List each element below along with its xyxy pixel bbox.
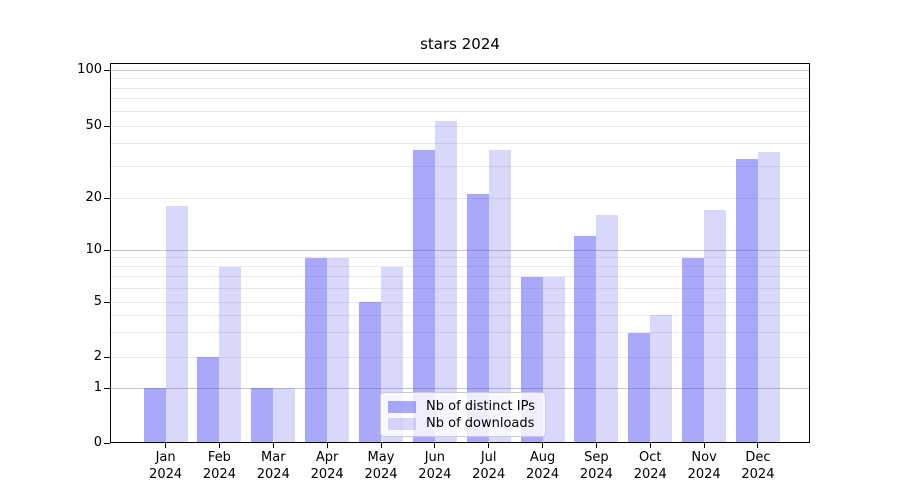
x-tick-mark — [326, 443, 328, 448]
x-tick-label: Jun 2024 — [418, 450, 452, 482]
plot-frame — [110, 63, 810, 443]
x-tick-label: Aug 2024 — [526, 450, 560, 482]
bar-downloads-oct — [650, 315, 673, 443]
bar-distinct-ips-nov — [682, 257, 705, 443]
y-tick-mark — [104, 249, 110, 251]
y-tick-label: 10 — [85, 242, 102, 257]
legend-item-downloads: Nb of downloads — [388, 416, 537, 431]
x-tick-mark — [272, 443, 274, 448]
y-tick-label: 2 — [93, 349, 102, 364]
minor-gridline — [111, 257, 809, 259]
bar-distinct-ips-feb — [197, 357, 220, 443]
minor-gridline — [111, 276, 809, 278]
minor-gridline — [111, 301, 809, 303]
bar-distinct-ips-jul — [466, 194, 489, 443]
x-tick-mark — [434, 443, 436, 448]
minor-gridline — [111, 125, 809, 127]
bar-downloads-apr — [327, 257, 350, 443]
bar-downloads-dec — [757, 151, 780, 443]
bar-downloads-sep — [596, 214, 619, 443]
y-tick-mark — [104, 387, 110, 389]
bar-distinct-ips-mar — [251, 388, 274, 443]
x-tick-mark — [595, 443, 597, 448]
bar-downloads-jul — [488, 149, 511, 443]
y-tick-label: 5 — [93, 294, 102, 309]
bar-downloads-jun — [434, 121, 457, 443]
minor-gridline — [111, 266, 809, 268]
x-tick-label: Feb 2024 — [202, 450, 236, 482]
x-tick-mark — [649, 443, 651, 448]
x-tick-label: Sep 2024 — [579, 450, 613, 482]
legend-swatch-distinct-ips — [388, 400, 416, 413]
minor-gridline — [111, 197, 809, 199]
bar-downloads-jan — [165, 205, 188, 443]
bar-distinct-ips-sep — [574, 236, 597, 443]
x-tick-label: Jul 2024 — [472, 450, 506, 482]
x-tick-mark — [542, 443, 544, 448]
bar-distinct-ips-jun — [412, 149, 435, 443]
minor-gridline — [111, 143, 809, 145]
legend-label-downloads: Nb of downloads — [426, 416, 535, 431]
x-tick-label: Oct 2024 — [633, 450, 667, 482]
y-tick-mark — [104, 356, 110, 358]
x-tick-label: Jan 2024 — [149, 450, 183, 482]
x-tick-label: Apr 2024 — [310, 450, 344, 482]
bar-distinct-ips-jan — [143, 388, 166, 443]
bar-downloads-mar — [273, 388, 296, 443]
minor-gridline — [111, 78, 809, 79]
minor-gridline — [111, 98, 809, 100]
minor-gridline — [111, 165, 809, 167]
major-gridline — [111, 69, 809, 71]
y-tick-label: 0 — [93, 435, 102, 450]
x-tick-label: May 2024 — [364, 450, 398, 482]
y-tick-mark — [104, 442, 110, 444]
bar-distinct-ips-may — [359, 302, 381, 443]
y-tick-mark — [104, 125, 110, 127]
bar-distinct-ips-apr — [305, 257, 328, 443]
x-tick-label: Mar 2024 — [256, 450, 290, 482]
bar-downloads-nov — [704, 210, 727, 443]
chart-title: stars 2024 — [420, 35, 500, 53]
major-gridline — [111, 249, 809, 251]
x-tick-label: Nov 2024 — [687, 450, 721, 482]
x-tick-mark — [380, 443, 382, 448]
bar-downloads-aug — [542, 276, 565, 443]
minor-gridline — [111, 332, 809, 334]
legend-item-distinct-ips: Nb of distinct IPs — [388, 399, 537, 414]
x-tick-mark — [218, 443, 220, 448]
minor-gridline — [111, 356, 809, 358]
bar-distinct-ips-dec — [735, 158, 758, 443]
y-tick-label: 50 — [85, 118, 102, 133]
legend: Nb of distinct IPs Nb of downloads — [380, 392, 546, 437]
legend-label-distinct-ips: Nb of distinct IPs — [426, 399, 535, 414]
y-tick-label: 1 — [93, 380, 102, 395]
x-tick-mark — [488, 443, 490, 448]
bar-distinct-ips-oct — [628, 332, 651, 443]
x-tick-mark — [703, 443, 705, 448]
x-tick-label: Dec 2024 — [741, 450, 775, 482]
y-tick-label: 20 — [85, 190, 102, 205]
x-tick-mark — [165, 443, 167, 448]
legend-swatch-downloads — [388, 417, 416, 430]
major-gridline — [111, 387, 809, 389]
y-tick-mark — [104, 197, 110, 199]
y-tick-mark — [104, 301, 110, 303]
bar-downloads-feb — [219, 266, 242, 443]
y-tick-label: 100 — [77, 62, 102, 77]
y-tick-mark — [104, 69, 110, 71]
minor-gridline — [111, 287, 809, 289]
minor-gridline — [111, 314, 809, 316]
minor-gridline — [111, 110, 809, 112]
minor-gridline — [111, 87, 809, 89]
x-tick-mark — [757, 443, 759, 448]
